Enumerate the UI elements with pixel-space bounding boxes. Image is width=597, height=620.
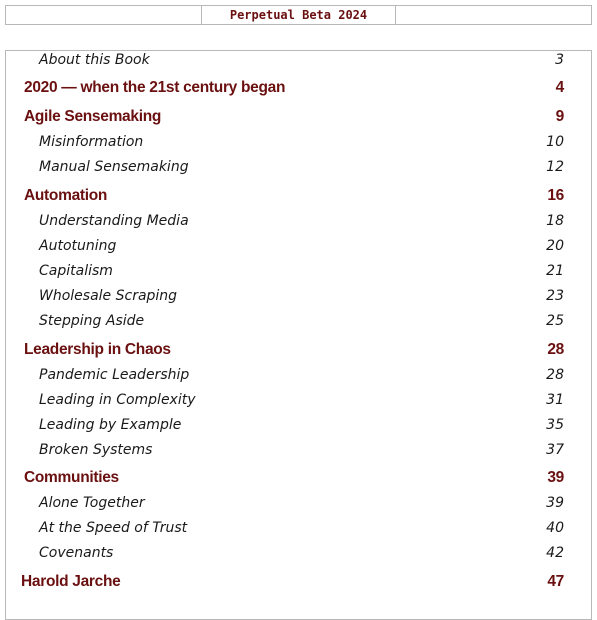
toc-page-number: 25 [546, 313, 564, 329]
toc-section-entry[interactable]: Stepping Aside 25 [0, 310, 597, 332]
toc-page-number: 23 [546, 288, 564, 304]
toc-section-entry[interactable]: About this Book 3 [0, 49, 597, 71]
toc-section-entry[interactable]: Leading in Complexity 31 [0, 389, 597, 411]
toc-entry-title: Automation [24, 187, 108, 204]
toc-page-number: 9 [555, 108, 565, 125]
toc-page-number: 21 [546, 263, 564, 279]
toc-section-entry[interactable]: Autotuning 20 [0, 235, 597, 257]
toc-page-number: 47 [547, 573, 564, 590]
toc-page-number: 4 [555, 79, 565, 96]
toc-page-number: 10 [546, 134, 564, 150]
header-right-cell [395, 5, 592, 25]
toc-section-entry[interactable]: Leading by Example 35 [0, 414, 597, 436]
toc-page-number: 16 [547, 187, 564, 204]
toc-page-number: 35 [546, 417, 564, 433]
toc-entry-title: At the Speed of Trust [39, 520, 188, 536]
toc-section-entry[interactable]: Capitalism 21 [0, 260, 597, 282]
toc-entry-title: Wholesale Scraping [39, 288, 178, 304]
toc-entry-title: Misinformation [39, 134, 144, 150]
toc-entry-title: Leading by Example [39, 417, 182, 433]
toc-chapter-entry[interactable]: Leadership in Chaos 28 [0, 339, 597, 361]
toc-entry-title: Manual Sensemaking [39, 159, 189, 175]
toc-entry-title: Capitalism [39, 263, 113, 279]
running-header: Perpetual Beta 2024 [5, 5, 592, 25]
toc-page-number: 28 [546, 367, 564, 383]
toc-page-number: 42 [546, 545, 564, 561]
toc-section-entry[interactable]: Misinformation 10 [0, 131, 597, 153]
toc-section-entry[interactable]: Alone Together 39 [0, 492, 597, 514]
toc-chapter-entry[interactable]: Harold Jarche 47 [0, 571, 597, 593]
toc-entry-title: Broken Systems [39, 442, 153, 458]
toc-section-entry[interactable]: Manual Sensemaking 12 [0, 156, 597, 178]
toc-section-entry[interactable]: Pandemic Leadership 28 [0, 364, 597, 386]
toc-entry-title: Covenants [39, 545, 114, 561]
toc-entry-title: Stepping Aside [39, 313, 145, 329]
toc-chapter-entry[interactable]: Communities 39 [0, 467, 597, 489]
toc-entry-title: About this Book [39, 52, 150, 68]
toc-section-entry[interactable]: Covenants 42 [0, 542, 597, 564]
toc-entry-title: 2020 — when the 21st century began [24, 79, 286, 96]
toc-page-number: 3 [555, 52, 564, 68]
toc-section-entry[interactable]: Wholesale Scraping 23 [0, 285, 597, 307]
toc-page-number: 20 [546, 238, 564, 254]
toc-entry-title: Leadership in Chaos [24, 341, 171, 358]
toc-entry-title: Alone Together [39, 495, 145, 511]
toc-entry-title: Autotuning [39, 238, 117, 254]
toc-page-number: 40 [546, 520, 564, 536]
toc-page-number: 39 [547, 469, 564, 486]
toc-section-entry[interactable]: Understanding Media 18 [0, 210, 597, 232]
toc-chapter-entry[interactable]: Agile Sensemaking 9 [0, 106, 597, 128]
toc-page-number: 31 [546, 392, 564, 408]
toc-page-number: 39 [546, 495, 564, 511]
toc-entry-title: Harold Jarche [21, 573, 121, 590]
book-title: Perpetual Beta 2024 [201, 5, 396, 25]
toc-entry-title: Understanding Media [39, 213, 189, 229]
toc-chapter-entry[interactable]: Automation 16 [0, 185, 597, 207]
toc-entry-title: Communities [24, 469, 119, 486]
header-left-cell [5, 5, 202, 25]
toc-entry-title: Pandemic Leadership [39, 367, 190, 383]
toc-entry-title: Agile Sensemaking [24, 108, 162, 125]
toc-page-number: 12 [546, 159, 564, 175]
toc-section-entry[interactable]: Broken Systems 37 [0, 439, 597, 461]
toc-page-number: 37 [546, 442, 564, 458]
toc-section-entry[interactable]: At the Speed of Trust 40 [0, 517, 597, 539]
toc-page-number: 18 [546, 213, 564, 229]
toc-chapter-entry[interactable]: 2020 — when the 21st century began 4 [0, 77, 597, 99]
toc-page-number: 28 [547, 341, 564, 358]
toc-entry-title: Leading in Complexity [39, 392, 196, 408]
